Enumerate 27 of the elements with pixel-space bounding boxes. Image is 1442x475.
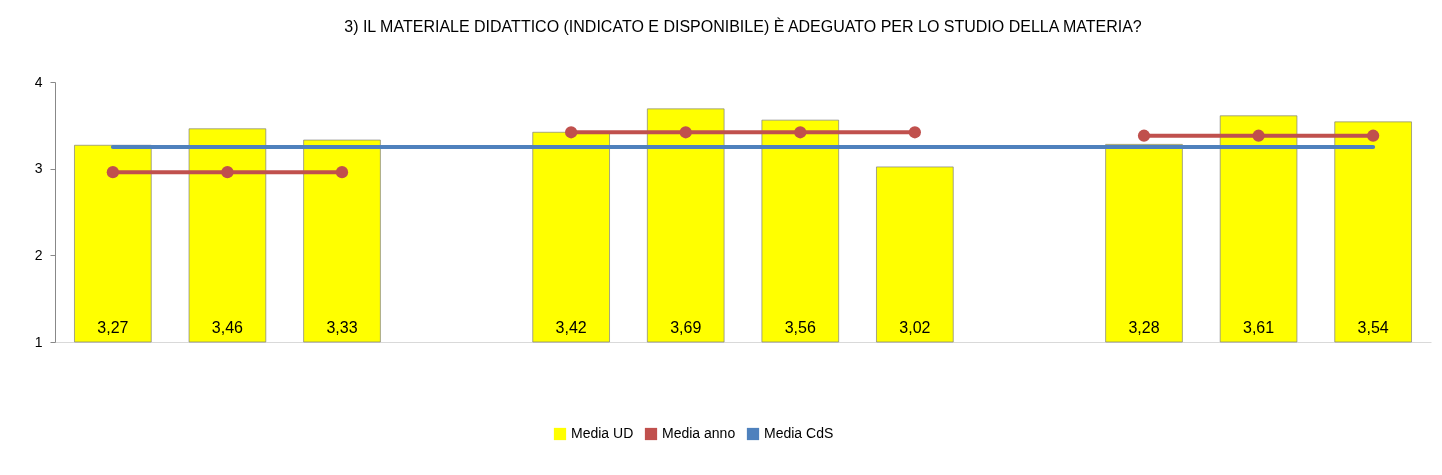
y-tick-label: 2 — [34, 246, 43, 263]
data-label: 3,42 — [555, 319, 587, 336]
point — [335, 166, 349, 179]
point — [565, 126, 578, 139]
legend-label: Media UD — [571, 425, 634, 441]
data-label: 3,56 — [784, 319, 816, 336]
data-label: 3,54 — [1357, 319, 1389, 336]
point — [221, 166, 234, 179]
point — [1367, 129, 1380, 142]
data-label: 3,46 — [211, 319, 244, 336]
data-label: 3,61 — [1243, 319, 1275, 336]
y-tick-label: 4 — [34, 73, 43, 90]
point — [106, 166, 119, 179]
chart-title: 3) IL MATERIALE DIDATTICO (INDICATO E DISPONIBILE) È ADEGUATO PER LO STUDIO DELLA MATERIA? — [344, 17, 1142, 35]
data-label: 3,28 — [1128, 319, 1160, 336]
data-label: 3,27 — [97, 319, 129, 336]
data-label: 3,02 — [899, 319, 931, 336]
data-label: 3,69 — [670, 319, 702, 336]
point — [794, 126, 807, 139]
data-label: 3,33 — [326, 319, 358, 336]
y-tick-label: 1 — [34, 333, 43, 350]
point — [908, 126, 921, 139]
point — [1137, 129, 1151, 142]
y-tick-label: 3 — [34, 160, 43, 177]
legend-label: Media CdS — [764, 425, 834, 441]
point — [679, 126, 692, 139]
legend-label: Media anno — [662, 425, 736, 441]
